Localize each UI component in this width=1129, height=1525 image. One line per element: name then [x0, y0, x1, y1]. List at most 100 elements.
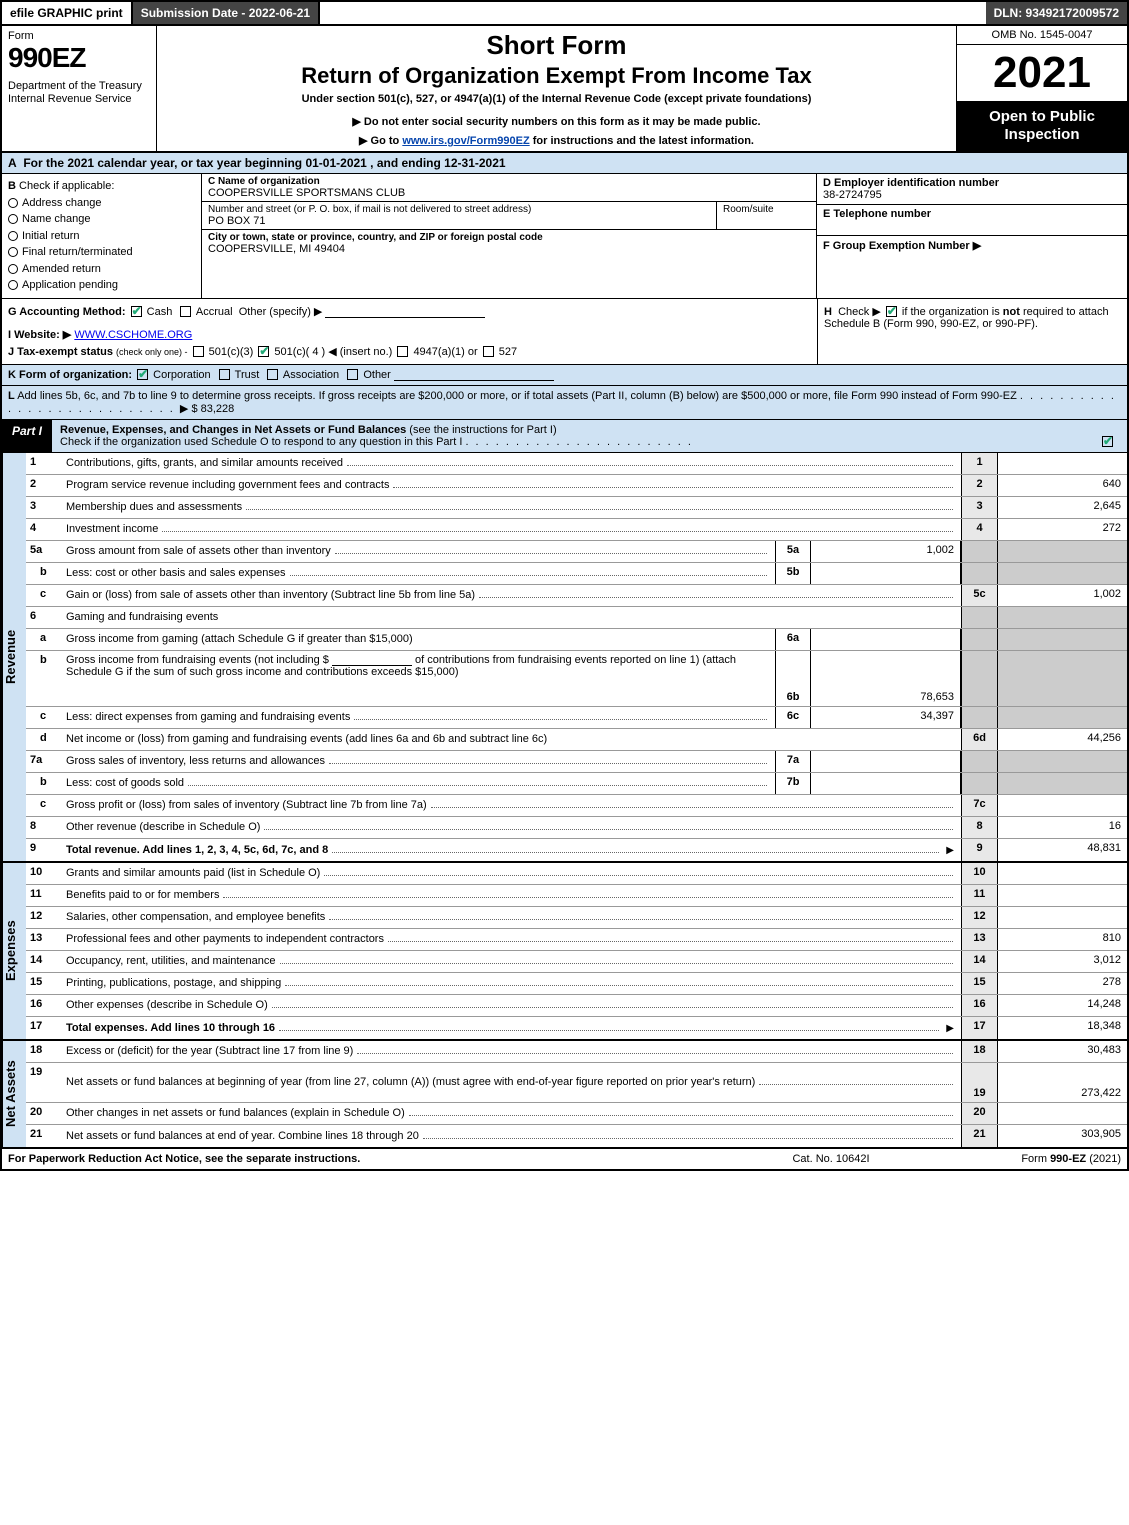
line-16-colno: 16	[961, 995, 997, 1016]
website-link[interactable]: WWW.CSCHOME.ORG	[74, 329, 192, 341]
line-5c: c Gain or (loss) from sale of assets oth…	[26, 585, 1127, 607]
line-21-desc: Net assets or fund balances at end of ye…	[66, 1130, 419, 1142]
checkbox-527[interactable]	[483, 346, 494, 357]
street-label: Number and street (or P. O. box, if mail…	[208, 204, 710, 215]
line-19: 19 Net assets or fund balances at beginn…	[26, 1063, 1127, 1103]
expenses-table: Expenses 10 Grants and similar amounts p…	[2, 863, 1127, 1041]
line-19-colno: 19	[961, 1063, 997, 1102]
checkbox-501c[interactable]	[258, 346, 269, 357]
line-21-val: 303,905	[997, 1125, 1127, 1147]
opt-trust: Trust	[235, 369, 260, 381]
line-13-desc: Professional fees and other payments to …	[66, 933, 384, 945]
city-value: COOPERSVILLE, MI 49404	[208, 243, 810, 255]
line-6a: a Gross income from gaming (attach Sched…	[26, 629, 1127, 651]
line-20-desc: Other changes in net assets or fund bala…	[66, 1107, 405, 1119]
goto-suffix: for instructions and the latest informat…	[530, 135, 754, 147]
opt-other-org: Other	[363, 369, 391, 381]
opt-accrual: Accrual	[196, 306, 233, 318]
line-6c-mv: 34,397	[811, 707, 961, 728]
checkbox-other-org[interactable]	[347, 369, 358, 380]
line-21: 21 Net assets or fund balances at end of…	[26, 1125, 1127, 1147]
line-8-val: 16	[997, 817, 1127, 838]
org-name-label: C Name of organization	[208, 176, 810, 187]
checkbox-corporation[interactable]	[137, 369, 148, 380]
footer-right: Form 990-EZ (2021)	[921, 1153, 1121, 1165]
checkbox-schedule-o[interactable]	[1102, 436, 1113, 447]
form-number: 990EZ	[8, 42, 150, 74]
checkbox-name-change[interactable]	[8, 214, 18, 224]
line-7b-desc: Less: cost of goods sold	[66, 777, 184, 789]
line-9-val: 48,831	[997, 839, 1127, 861]
line-19-num: 19	[26, 1063, 62, 1102]
row-l: L Add lines 5b, 6c, and 7b to line 9 to …	[2, 386, 1127, 420]
expenses-side-label: Expenses	[2, 863, 26, 1039]
checkbox-association[interactable]	[267, 369, 278, 380]
checkbox-trust[interactable]	[219, 369, 230, 380]
line-6b-blank[interactable]	[332, 654, 412, 666]
other-specify-blank[interactable]	[325, 306, 485, 318]
topbar-spacer	[320, 2, 985, 24]
line-15-val: 278	[997, 973, 1127, 994]
line-3-val: 2,645	[997, 497, 1127, 518]
line-6d: d Net income or (loss) from gaming and f…	[26, 729, 1127, 751]
irs-link[interactable]: www.irs.gov/Form990EZ	[402, 135, 529, 147]
accounting-method: G Accounting Method: Cash Accrual Other …	[2, 299, 817, 364]
room-suite-label: Room/suite	[716, 202, 816, 229]
submission-date: Submission Date - 2022-06-21	[133, 2, 320, 24]
line-5a-colno	[961, 541, 997, 562]
checkbox-schedule-b[interactable]	[886, 306, 897, 317]
part-i-sub: (see the instructions for Part I)	[409, 424, 556, 436]
line-7b-colno	[961, 773, 997, 794]
opt-final-return: Final return/terminated	[22, 246, 133, 258]
line-3-colno: 3	[961, 497, 997, 518]
row-h-label: H	[824, 306, 832, 318]
opt-address-change: Address change	[22, 197, 102, 209]
line-5b-mv	[811, 563, 961, 584]
line-2: 2 Program service revenue including gove…	[26, 475, 1127, 497]
line-6a-mn: 6a	[775, 629, 811, 650]
checkbox-4947[interactable]	[397, 346, 408, 357]
line-5b-val	[997, 563, 1127, 584]
line-21-num: 21	[26, 1125, 62, 1147]
header-left: Form 990EZ Department of the Treasury In…	[2, 26, 157, 151]
line-20: 20 Other changes in net assets or fund b…	[26, 1103, 1127, 1125]
row-h-not: not	[1003, 306, 1020, 318]
line-6d-val: 44,256	[997, 729, 1127, 750]
row-l-text: Add lines 5b, 6c, and 7b to line 9 to de…	[17, 390, 1017, 402]
omb-number: OMB No. 1545-0047	[957, 26, 1127, 45]
line-20-val	[997, 1103, 1127, 1124]
other-org-blank[interactable]	[394, 369, 554, 381]
checkbox-application-pending[interactable]	[8, 280, 18, 290]
line-10-num: 10	[26, 863, 62, 884]
line-9: 9 Total revenue. Add lines 1, 2, 3, 4, 5…	[26, 839, 1127, 861]
opt-other: Other (specify) ▶	[239, 306, 323, 318]
row-k: K Form of organization: Corporation Trus…	[2, 365, 1127, 386]
row-l-amount-prefix: ▶ $	[180, 403, 201, 415]
line-5a-num: 5a	[26, 541, 62, 562]
checkbox-501c3[interactable]	[193, 346, 204, 357]
line-21-colno: 21	[961, 1125, 997, 1147]
line-13-colno: 13	[961, 929, 997, 950]
line-9-colno: 9	[961, 839, 997, 861]
row-h-check: Check ▶	[838, 306, 881, 318]
checkbox-accrual[interactable]	[180, 306, 191, 317]
revenue-side-label: Revenue	[2, 453, 26, 861]
checkbox-address-change[interactable]	[8, 198, 18, 208]
checkbox-cash[interactable]	[131, 306, 142, 317]
row-a-text: For the 2021 calendar year, or tax year …	[23, 156, 505, 170]
form-word: Form	[8, 30, 150, 42]
tax-exempt-label: J Tax-exempt status	[8, 346, 113, 358]
tax-year: 2021	[957, 45, 1127, 102]
line-7a-mv	[811, 751, 961, 772]
line-18: 18 Excess or (deficit) for the year (Sub…	[26, 1041, 1127, 1063]
checkbox-final-return[interactable]	[8, 247, 18, 257]
checkbox-amended-return[interactable]	[8, 264, 18, 274]
line-5a-mn: 5a	[775, 541, 811, 562]
info-block: B Check if applicable: Address change Na…	[2, 174, 1127, 299]
net-assets-side-label: Net Assets	[2, 1041, 26, 1147]
tax-exempt-sub: (check only one) -	[116, 347, 188, 357]
line-12-desc: Salaries, other compensation, and employ…	[66, 911, 325, 923]
checkbox-initial-return[interactable]	[8, 231, 18, 241]
form-title: Return of Organization Exempt From Incom…	[165, 63, 948, 89]
group-exemption-label: F Group Exemption Number ▶	[823, 240, 981, 252]
